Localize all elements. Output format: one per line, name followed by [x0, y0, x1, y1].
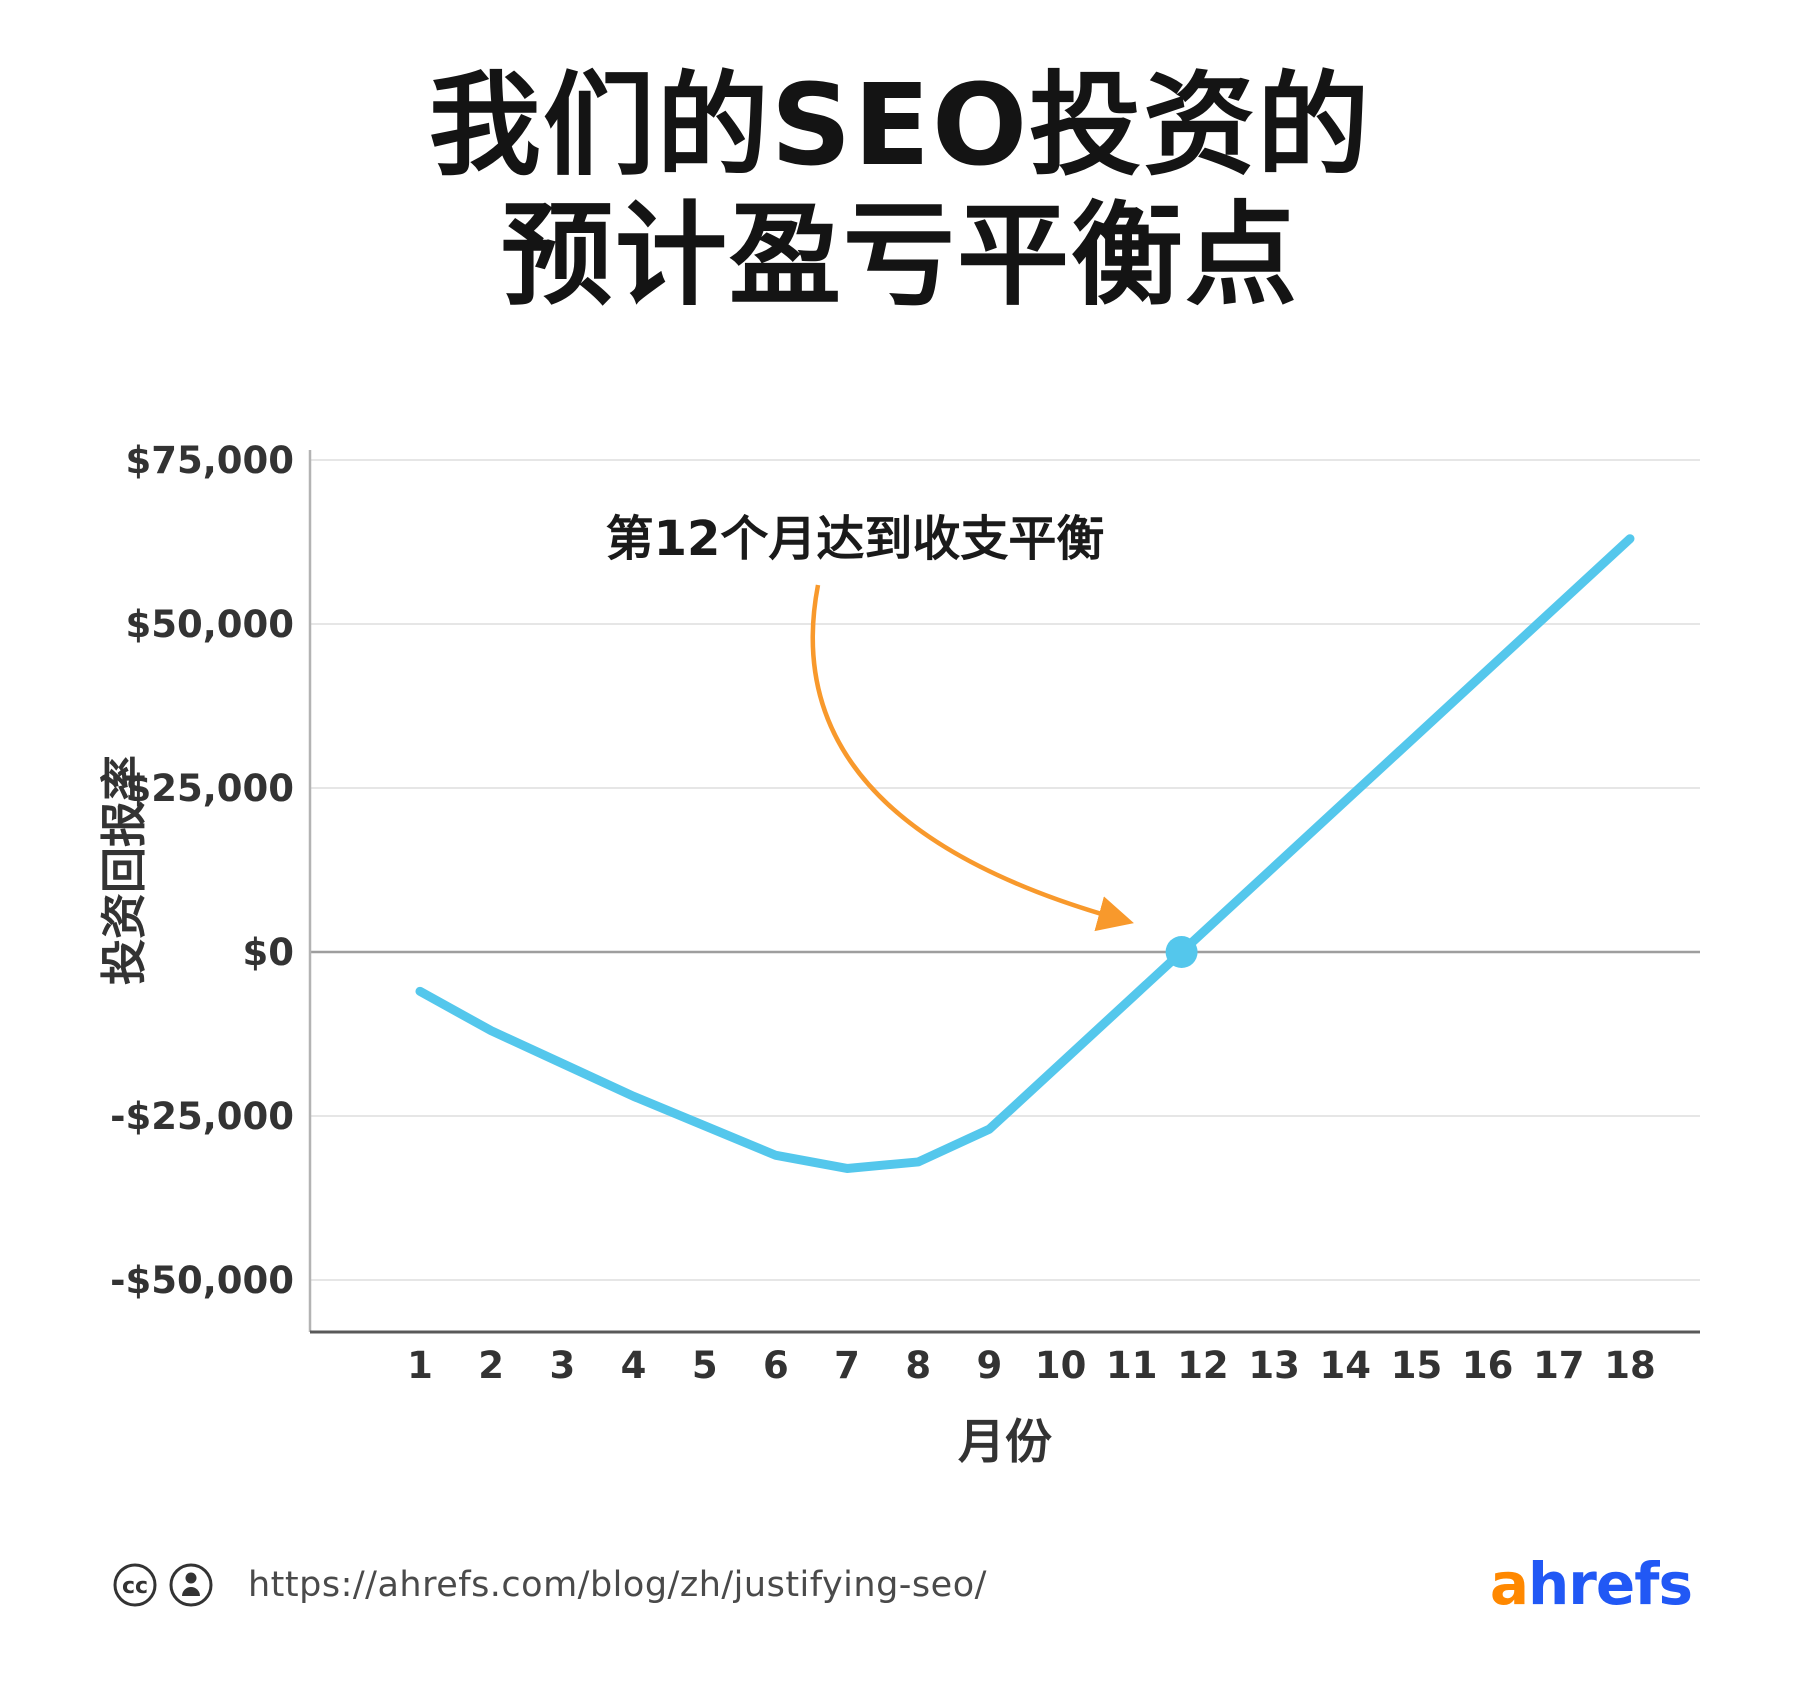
y-tick-label: $75,000: [125, 439, 294, 482]
x-tick-label: 9: [977, 1344, 1003, 1387]
x-tick-label: 4: [621, 1344, 647, 1387]
title-line-2: 预计盈亏平衡点: [501, 190, 1299, 321]
x-tick-label: 17: [1533, 1344, 1585, 1387]
x-tick-label: 12: [1177, 1344, 1229, 1387]
svg-text:cc: cc: [122, 1574, 148, 1599]
y-tick-label: -$25,000: [110, 1095, 294, 1138]
x-tick-label: 11: [1106, 1344, 1158, 1387]
y-tick-label: $25,000: [125, 767, 294, 810]
annotation-label: 第12个月达到收支平衡: [606, 511, 1105, 567]
x-axis-title: 月份: [958, 1415, 1052, 1470]
y-tick-label: -$50,000: [110, 1259, 294, 1302]
x-tick-label: 13: [1248, 1344, 1300, 1387]
license-icons: cc: [112, 1562, 214, 1608]
x-tick-label: 14: [1320, 1344, 1372, 1387]
footer: cc https://ahrefs.com/blog/zh/justifying…: [0, 1548, 1800, 1638]
x-tick-label: 3: [549, 1344, 575, 1387]
by-icon: [169, 1563, 213, 1607]
x-tick-label: 18: [1604, 1344, 1656, 1387]
x-tick-label: 16: [1462, 1344, 1514, 1387]
x-tick-label: 1: [407, 1344, 433, 1387]
x-tick-label: 6: [763, 1344, 789, 1387]
title-line-1: 我们的SEO投资的: [428, 61, 1372, 191]
x-tick-label: 8: [905, 1344, 931, 1387]
x-tick-label: 5: [692, 1344, 718, 1387]
source-url: https://ahrefs.com/blog/zh/justifying-se…: [248, 1565, 987, 1605]
x-tick-label: 15: [1391, 1344, 1443, 1387]
y-tick-label: $50,000: [125, 603, 294, 646]
ahrefs-logo-hrefs: hrefs: [1528, 1550, 1693, 1618]
cc-icon: cc: [113, 1563, 157, 1607]
x-tick-label: 7: [834, 1344, 860, 1387]
y-tick-label: $0: [243, 931, 295, 974]
roi-line: [415, 534, 1635, 1173]
page-title: 我们的SEO投资的 预计盈亏平衡点: [0, 61, 1800, 322]
roi-line-chart: $75,000 $50,000 $25,000 $0 -$25,000 -$50,000 1…: [97, 439, 1700, 1470]
breakeven-point: [1165, 936, 1198, 968]
annotation-arrow: [810, 584, 1134, 932]
ahrefs-logo-a: a: [1489, 1550, 1529, 1618]
ahrefs-logo: ahrefs: [1489, 1550, 1693, 1618]
footer-attribution: cc https://ahrefs.com/blog/zh/justifying…: [112, 1562, 987, 1608]
y-axis-title: 投资回报率: [97, 755, 151, 985]
x-tick-label: 2: [478, 1344, 504, 1387]
x-tick-label: 10: [1035, 1344, 1087, 1387]
